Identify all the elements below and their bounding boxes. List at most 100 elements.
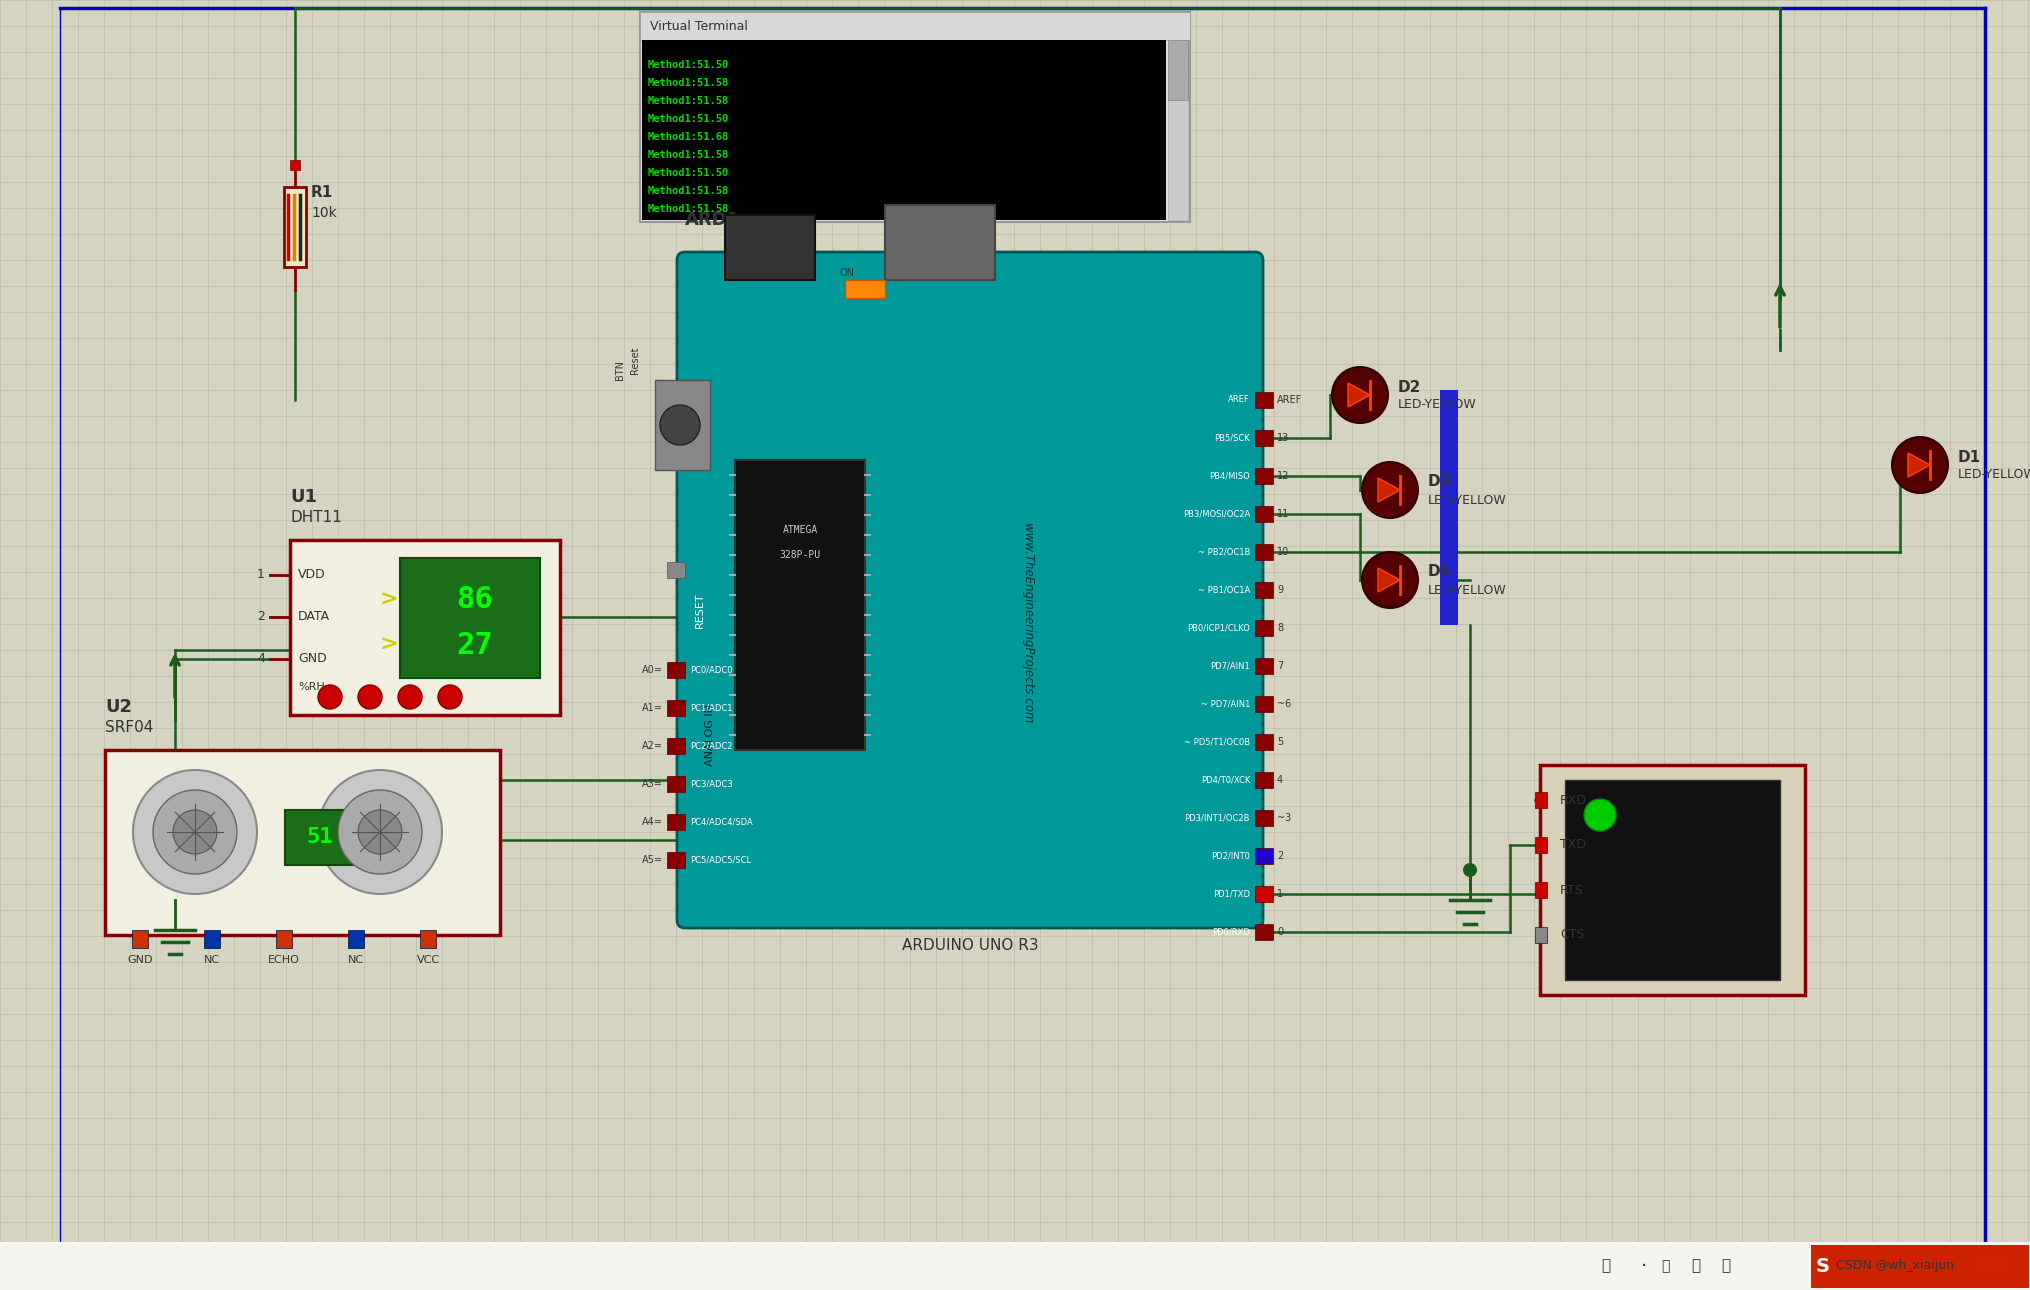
Bar <box>1539 765 1805 995</box>
Text: LED-YELLOW: LED-YELLOW <box>1397 399 1476 412</box>
Text: 1: 1 <box>258 569 264 582</box>
Text: ARDUINO UNO R3: ARDUINO UNO R3 <box>901 938 1037 953</box>
Bar <box>1811 1245 2028 1287</box>
Bar <box>1255 544 1273 560</box>
Text: ANALOG IN: ANALOG IN <box>704 704 715 766</box>
Text: 0: 0 <box>1277 928 1283 937</box>
Bar <box>1255 697 1273 712</box>
Text: PB0/ICP1/CLKO: PB0/ICP1/CLKO <box>1188 623 1248 632</box>
Text: A1=: A1= <box>641 703 662 713</box>
Circle shape <box>319 770 443 894</box>
Circle shape <box>1362 552 1417 608</box>
Circle shape <box>398 685 422 710</box>
Text: A3=: A3= <box>641 779 662 789</box>
Text: >: > <box>380 635 398 655</box>
Text: PB5/SCK: PB5/SCK <box>1214 433 1248 442</box>
Text: GND: GND <box>128 955 152 965</box>
Text: Method1:51.58: Method1:51.58 <box>648 150 729 160</box>
Circle shape <box>357 810 402 854</box>
Text: 🎙: 🎙 <box>1661 1259 1669 1273</box>
Text: LED-YELLOW: LED-YELLOW <box>1427 583 1506 596</box>
Text: S: S <box>1815 1256 1829 1276</box>
Bar <box>290 160 300 170</box>
Text: 英: 英 <box>1600 1259 1610 1273</box>
Bar <box>1255 886 1273 902</box>
Bar <box>666 851 684 868</box>
Bar <box>735 461 865 749</box>
Text: 10: 10 <box>1277 547 1289 557</box>
Text: 5: 5 <box>1277 737 1283 747</box>
Bar <box>400 559 540 679</box>
Polygon shape <box>1348 383 1370 408</box>
Bar <box>666 662 684 679</box>
Text: CSDN @wh_xiaijun: CSDN @wh_xiaijun <box>1835 1259 1953 1272</box>
Text: PC0/ADC0: PC0/ADC0 <box>690 666 733 675</box>
Text: ~ PD5/T1/OC0B: ~ PD5/T1/OC0B <box>1183 738 1248 747</box>
Text: NC: NC <box>347 955 363 965</box>
Bar <box>1439 390 1458 624</box>
Bar <box>1255 620 1273 636</box>
Bar <box>639 12 1190 40</box>
Text: 4: 4 <box>258 653 264 666</box>
Circle shape <box>357 685 382 710</box>
Text: Method1:51.50: Method1:51.50 <box>648 61 729 70</box>
Text: ~6: ~6 <box>1277 699 1291 710</box>
Text: DATA: DATA <box>298 610 331 623</box>
Bar <box>1255 430 1273 446</box>
Bar <box>666 814 684 829</box>
Text: 27: 27 <box>457 631 493 659</box>
Text: ECHO: ECHO <box>268 955 300 965</box>
Bar <box>420 930 436 948</box>
Bar <box>1255 506 1273 522</box>
Bar <box>132 930 148 948</box>
Text: RTS: RTS <box>1559 884 1583 897</box>
Text: BTN: BTN <box>615 360 625 381</box>
Text: R1: R1 <box>311 184 333 200</box>
Text: 窗: 窗 <box>1719 1259 1730 1273</box>
Circle shape <box>1362 462 1417 519</box>
Text: GND: GND <box>298 653 327 666</box>
Text: LED-YELLOW: LED-YELLOW <box>1957 468 2030 481</box>
Bar <box>1167 40 1188 101</box>
Text: PB4/MISO: PB4/MISO <box>1208 472 1248 480</box>
Bar <box>1255 848 1273 864</box>
Text: ~ PB1/OC1A: ~ PB1/OC1A <box>1198 586 1248 595</box>
Text: ~ PD7/AIN1: ~ PD7/AIN1 <box>1200 699 1248 708</box>
Text: PC1/ADC1: PC1/ADC1 <box>690 703 733 712</box>
Bar <box>1167 40 1188 221</box>
Text: 328P-PU: 328P-PU <box>780 550 820 560</box>
Text: U2: U2 <box>106 698 132 716</box>
Text: 图: 图 <box>1691 1259 1699 1273</box>
Text: VDD: VDD <box>298 569 325 582</box>
Text: 9: 9 <box>1277 584 1283 595</box>
Text: www.TheEngineeringProjects.com: www.TheEngineeringProjects.com <box>1019 522 1033 724</box>
Text: Reset: Reset <box>629 346 639 374</box>
Text: 1: 1 <box>1277 889 1283 899</box>
Bar <box>106 749 499 935</box>
Text: Method1:51.50: Method1:51.50 <box>648 114 729 124</box>
Bar <box>1535 882 1547 898</box>
Text: %RH: %RH <box>298 682 325 691</box>
Circle shape <box>1892 437 1947 493</box>
Text: D1: D1 <box>1957 449 1979 464</box>
Text: PC2/ADC2: PC2/ADC2 <box>690 742 733 751</box>
Bar <box>1565 780 1778 980</box>
Text: CTS: CTS <box>1559 929 1583 942</box>
Text: 7: 7 <box>1277 660 1283 671</box>
Bar <box>666 562 684 578</box>
Bar <box>666 700 684 716</box>
Text: 10k: 10k <box>311 206 337 221</box>
Bar <box>1255 734 1273 749</box>
Text: PD1/TXD: PD1/TXD <box>1212 890 1248 899</box>
Bar <box>666 777 684 792</box>
Bar <box>1255 810 1273 826</box>
Bar <box>844 280 885 298</box>
Text: 4: 4 <box>1277 775 1283 786</box>
Bar <box>1535 928 1547 943</box>
Bar <box>656 381 710 470</box>
Text: DHT11: DHT11 <box>290 510 341 525</box>
Bar <box>347 930 363 948</box>
Bar <box>1255 582 1273 599</box>
Circle shape <box>152 789 238 875</box>
Text: A4=: A4= <box>641 817 662 827</box>
